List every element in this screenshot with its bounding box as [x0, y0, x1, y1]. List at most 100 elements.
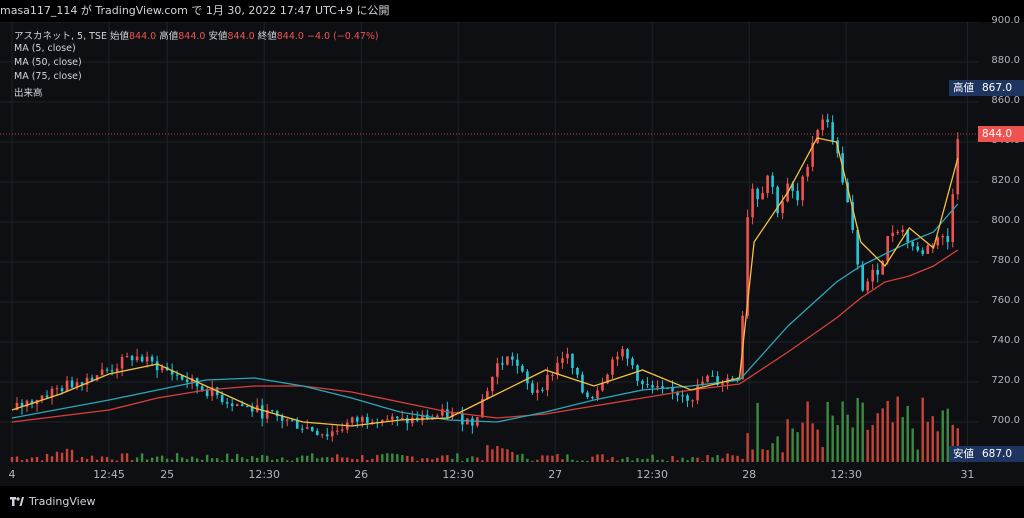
legend-change: −4.0 (−0.47%) [307, 31, 379, 42]
volume-bar [281, 457, 284, 462]
time-tick-label: 12:30 [830, 468, 863, 481]
candle-body [586, 392, 589, 398]
price-tick-label: 900.0 [991, 15, 1020, 26]
candle-body [696, 385, 699, 401]
volume-bar [271, 459, 274, 462]
volume-bar [411, 456, 414, 462]
volume-bar [816, 429, 819, 462]
volume-bar [786, 419, 789, 462]
high-price-tag: 867.0 [978, 80, 1024, 96]
volume-bar [506, 449, 509, 462]
candle-body [496, 363, 499, 377]
candle-body [746, 217, 749, 316]
tradingview-logo[interactable]: TradingView [10, 495, 95, 508]
volume-bar [245, 459, 249, 462]
volume-bar [215, 458, 219, 462]
candle-body [380, 419, 384, 423]
volume-bar [421, 458, 424, 462]
candle-body [686, 395, 689, 401]
volume-bar [626, 457, 629, 462]
volume-bar [881, 408, 884, 462]
candle-body [355, 417, 359, 422]
volume-bar [331, 457, 334, 462]
footer-bar: TradingView [0, 486, 1024, 518]
volume-bar [666, 460, 669, 462]
candle-body [185, 379, 189, 383]
candle-body [130, 355, 134, 361]
legend-ma75[interactable]: MA (75, close) [14, 71, 82, 82]
candle-body [145, 356, 149, 362]
candle-body [946, 236, 950, 243]
volume-bar [90, 455, 94, 462]
volume-bar [586, 460, 589, 462]
volume-bar [721, 458, 724, 462]
candle-body [661, 386, 664, 389]
volume-bar [120, 453, 124, 462]
price-axis[interactable]: 900.0880.0860.0840.0820.0800.0780.0760.0… [978, 15, 1024, 464]
price-tick-label: 860.0 [991, 95, 1020, 106]
legend-symbol-row: アスカネット, 5, TSE 始値844.0 高値844.0 安値844.0 終… [14, 28, 379, 42]
volume-bar [441, 455, 444, 462]
volume-bar [386, 453, 389, 462]
time-tick-label: 12:45 [93, 468, 125, 481]
legend-ma50[interactable]: MA (50, close) [14, 57, 82, 68]
legend-symbol[interactable]: アスカネット, 5, TSE [14, 31, 107, 42]
volume-bar [336, 454, 339, 462]
candle-body [250, 406, 254, 412]
candle-body [891, 232, 894, 237]
candle-body [546, 375, 549, 391]
volume-bar [846, 414, 849, 462]
legend-ma5[interactable]: MA (5, close) [14, 43, 76, 54]
volume-bar [50, 456, 54, 462]
volume-bar [611, 457, 614, 462]
volume-bar [501, 448, 504, 462]
candle-body [676, 391, 679, 396]
candle-body [691, 400, 694, 402]
volume-bar [576, 460, 579, 462]
candle-body [471, 418, 474, 426]
volume-bar [15, 456, 19, 462]
volume-bar [180, 457, 184, 462]
legend-volume[interactable]: 出来高 [14, 88, 43, 99]
candle-body [245, 406, 249, 408]
time-axis[interactable]: 4 12:45 25 12:30 26 12:30 27 12:30 28 12:30 31 [0, 464, 978, 486]
time-tick-label: 12:30 [636, 468, 669, 481]
volume-bar [931, 416, 934, 462]
low-price-tag: 687.0 [978, 446, 1024, 462]
candle-body [651, 385, 654, 388]
candle-body [240, 404, 244, 407]
volume-bar [916, 449, 919, 462]
candle-body [436, 415, 439, 418]
legend-low-label: 安値 [208, 31, 228, 42]
candle-body [866, 281, 869, 291]
volume-bar [326, 457, 329, 462]
volume-bar [250, 456, 254, 462]
time-tick-label: 27 [548, 468, 563, 481]
candle-body [310, 427, 314, 431]
volume-bar [851, 427, 854, 462]
volume-bar [646, 458, 649, 462]
price-tick-label: 780.0 [991, 255, 1020, 266]
candle-body [831, 122, 834, 141]
volume-bar [406, 455, 409, 462]
candle-body [526, 371, 529, 384]
publisher-username[interactable]: masa117_114 [0, 4, 78, 17]
candle-body [751, 188, 754, 218]
candle-body [235, 404, 239, 407]
volume-bar [471, 456, 474, 462]
volume-bar [536, 459, 539, 462]
volume-bar [220, 460, 224, 462]
candle-body [916, 246, 920, 251]
volume-bar [581, 460, 584, 462]
chart-plot-area[interactable]: アスカネット, 5, TSE 始値844.0 高値844.0 安値844.0 終… [0, 22, 978, 464]
volume-bar [521, 453, 524, 462]
candle-body [666, 388, 669, 390]
candle-body [295, 419, 299, 429]
candle-body [260, 405, 264, 419]
candle-body [816, 130, 819, 143]
price-tick-label: 800.0 [991, 215, 1020, 226]
volume-bar [351, 458, 354, 462]
volume-bar [601, 454, 604, 462]
candle-body [175, 374, 179, 376]
